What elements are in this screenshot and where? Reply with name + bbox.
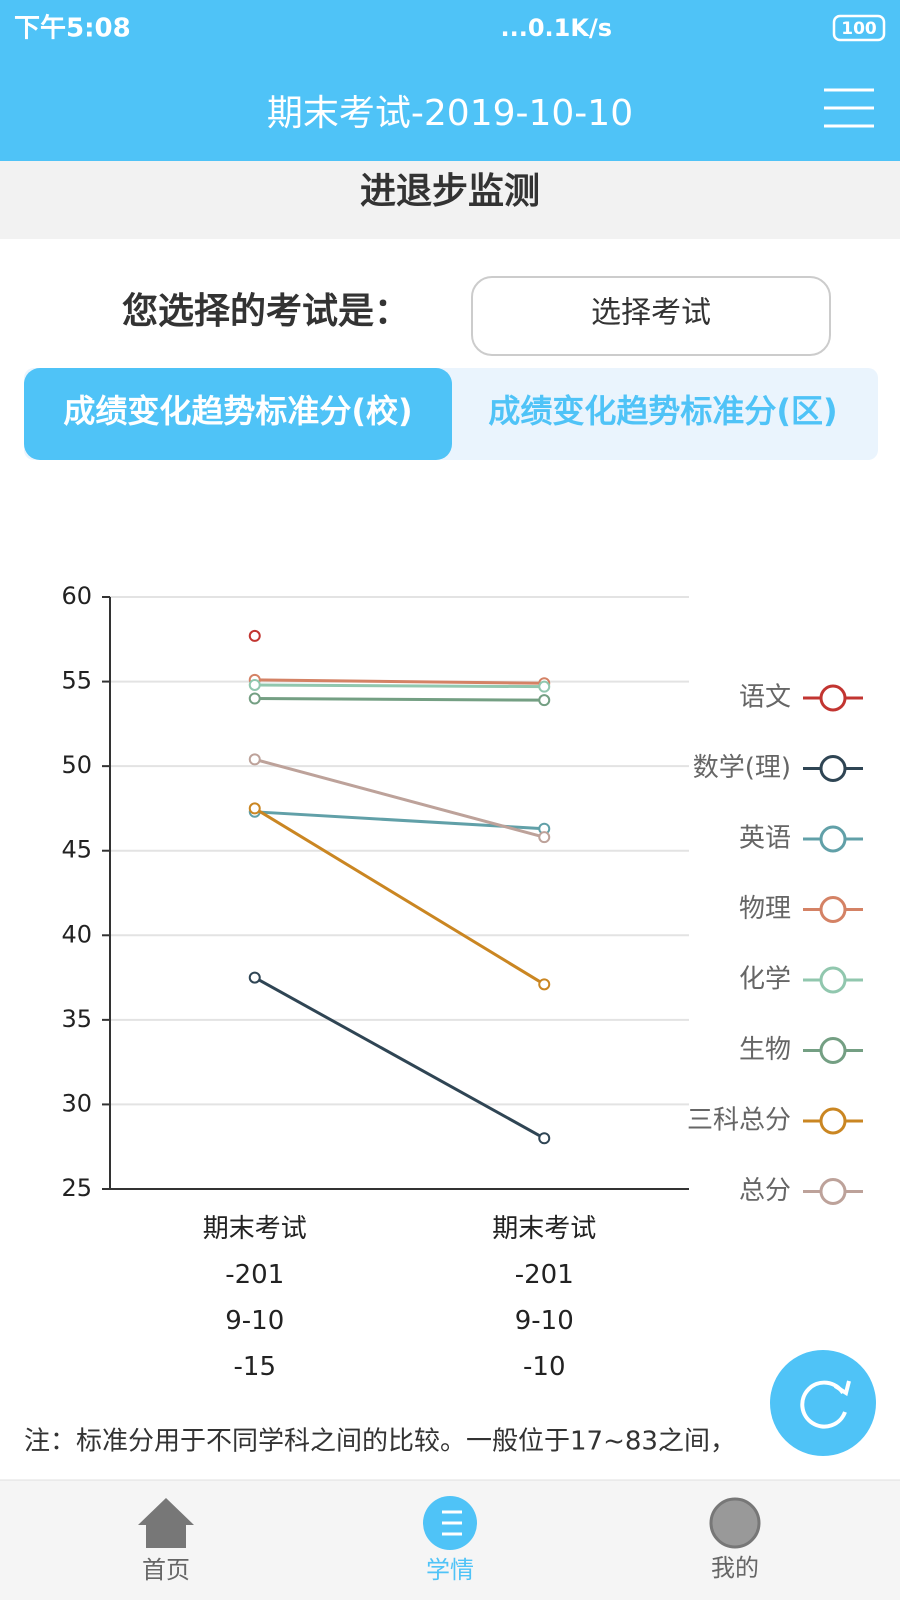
legend-label: 数学(理) (693, 753, 791, 783)
data-point (248, 692, 261, 705)
legend-label: 总分 (739, 1176, 791, 1206)
legend-marker (819, 755, 847, 782)
section-title: 进退步监测 (360, 171, 540, 212)
refresh-button[interactable] (770, 1350, 876, 1456)
selector-label: 您选择的考试是： (122, 291, 410, 332)
data-point (248, 971, 261, 984)
select-button[interactable] (471, 276, 831, 356)
x-tick-label: 期末考试-201 9-10 -10 (492, 1214, 596, 1382)
section-bg (0, 161, 900, 239)
status-network: ...0.1K/s (500, 14, 612, 42)
battery-icon (832, 14, 886, 42)
y-tick-label: 25 (61, 1174, 92, 1202)
legend-marker (819, 1037, 847, 1064)
header-bg (0, 0, 900, 161)
series-line (253, 807, 546, 986)
legend-marker (819, 1107, 847, 1135)
study-icon-lines (442, 1510, 462, 1536)
y-tick-label: 45 (61, 836, 92, 864)
tab-label[interactable]: 成绩变化趋势标准分(校) (63, 392, 412, 430)
chart: 25 30 35 40 45 50 55 60 期末考试-201 9-10 -15 期末考试-201 9… (61, 582, 863, 1382)
y-tick-label: 30 (61, 1089, 92, 1117)
menu-button[interactable] (824, 88, 874, 128)
status-time: 下午5:08 (14, 13, 131, 44)
data-point (248, 802, 261, 815)
data-point (538, 680, 551, 693)
x-tick-label: 期末考试-201 9-10 -15 (203, 1214, 307, 1382)
header-title: 期末考试-2019-10-10 (267, 93, 633, 134)
series-line (254, 696, 545, 702)
legend-marker (819, 825, 847, 853)
tab-active[interactable] (24, 368, 452, 460)
nav-label[interactable]: 首页 (142, 1556, 190, 1584)
y-tick-label: 55 (61, 667, 92, 695)
select-button-label[interactable]: 选择考试 (591, 296, 711, 331)
y-tick-label: 35 (61, 1005, 92, 1033)
data-point (248, 678, 261, 691)
legend-marker (819, 896, 847, 923)
legend-marker (819, 966, 847, 994)
data-point (248, 753, 261, 766)
legend-label: 英语 (739, 824, 791, 854)
legend-label: 语文 (739, 683, 791, 713)
me-icon[interactable] (709, 1497, 761, 1549)
y-tick-label: 50 (61, 751, 92, 779)
status-battery: 100 (841, 19, 877, 39)
legend-marker (819, 684, 847, 712)
legend-label: 三科总分 (687, 1106, 791, 1136)
series-line (254, 678, 545, 685)
series-line (254, 683, 545, 689)
legend-label: 化学 (739, 965, 791, 995)
nav-label[interactable]: 我的 (711, 1554, 759, 1582)
series-line (254, 976, 545, 1140)
refresh-arrow (833, 1380, 851, 1397)
series-line (254, 810, 545, 831)
data-point (538, 831, 551, 844)
y-tick-label: 40 (61, 920, 92, 948)
data-point (538, 1132, 551, 1145)
tab-label[interactable]: 成绩变化趋势标准分(区) (488, 392, 837, 430)
legend-label: 物理 (739, 894, 791, 924)
refresh-icon (800, 1380, 847, 1429)
data-point (538, 978, 551, 991)
data-point (248, 629, 261, 642)
home-icon[interactable] (138, 1498, 194, 1548)
nav-label[interactable]: 学情 (426, 1556, 474, 1584)
legend-label: 生物 (739, 1035, 791, 1065)
y-tick-label: 60 (61, 582, 92, 610)
series-line (254, 757, 545, 839)
data-point (538, 694, 551, 707)
note: 注：标准分用于不同学科之间的比较。一般位于17~83之间， (24, 1427, 736, 1457)
legend-marker (819, 1178, 847, 1205)
